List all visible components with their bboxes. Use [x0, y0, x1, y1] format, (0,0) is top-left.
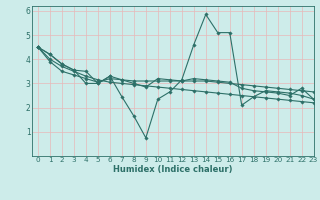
- X-axis label: Humidex (Indice chaleur): Humidex (Indice chaleur): [113, 165, 233, 174]
